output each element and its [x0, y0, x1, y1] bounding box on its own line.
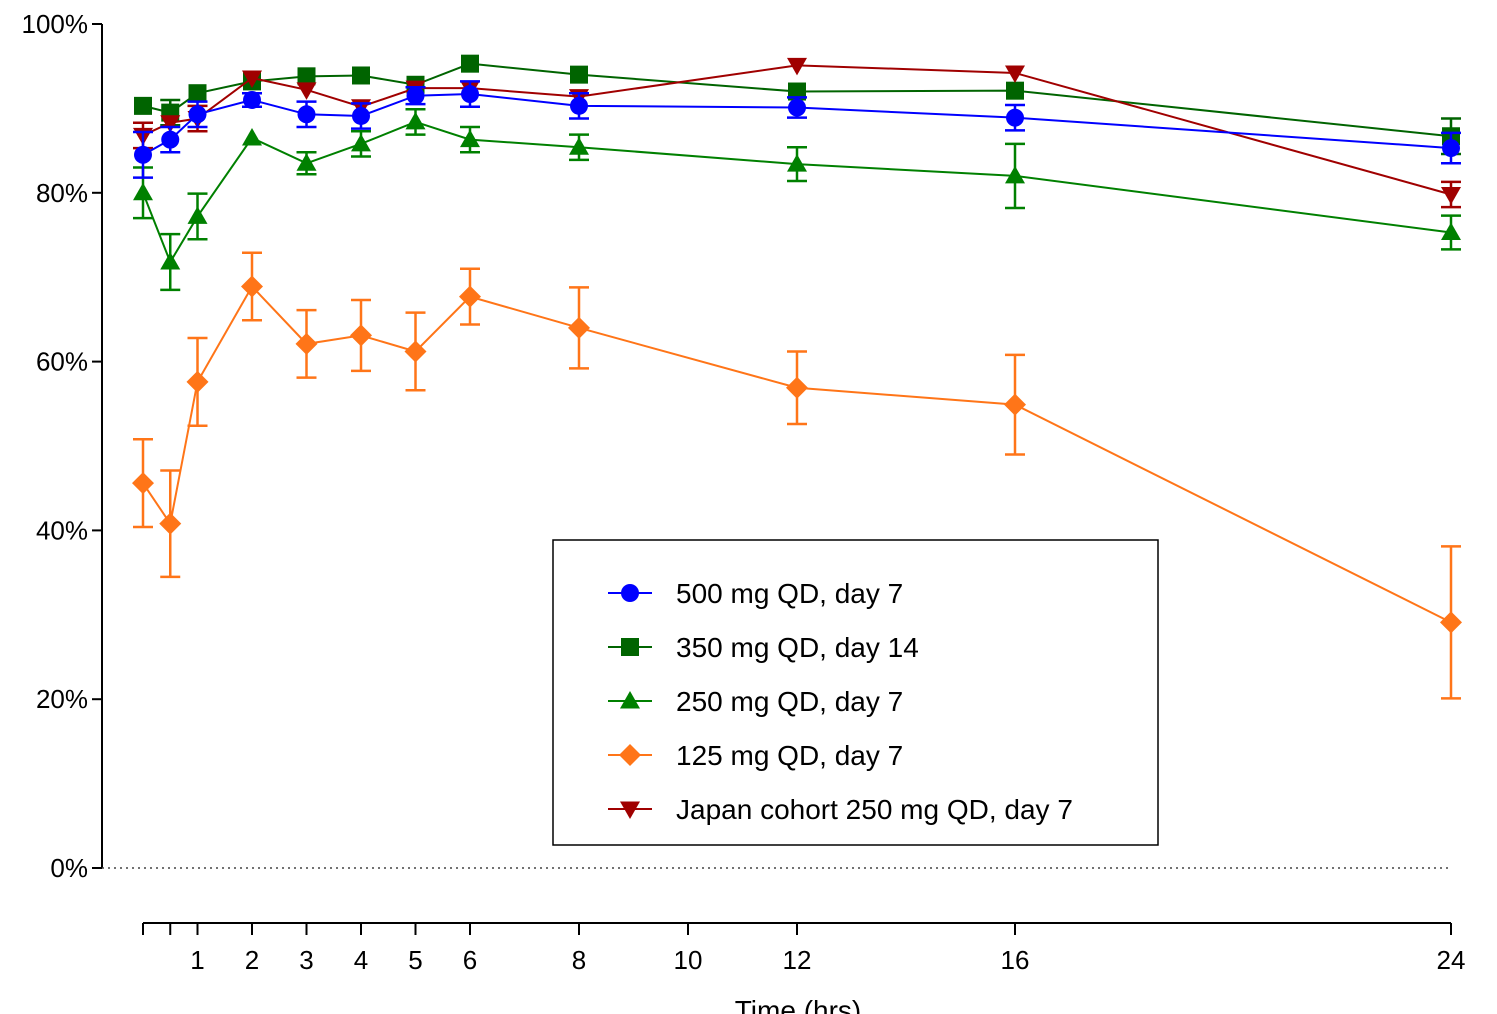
legend-item: 250 mg QD, day 7	[608, 686, 903, 717]
data-point	[786, 376, 808, 399]
x-tick-label: 2	[245, 945, 259, 975]
y-axis: 0% 20% 40% 60% 80% 100%	[22, 9, 103, 883]
legend: 500 mg QD, day 7 350 mg QD, day 14 250 mg …	[552, 539, 1159, 846]
legend-label: 500 mg QD, day 7	[676, 578, 903, 609]
data-point	[134, 145, 152, 164]
data-point	[1006, 81, 1024, 100]
y-tick-label: 40%	[36, 515, 88, 545]
data-point	[351, 133, 371, 152]
series-layer	[132, 54, 1462, 700]
x-tick-label: 16	[1001, 945, 1030, 975]
x-tick-label: 4	[354, 945, 368, 975]
data-point	[296, 82, 317, 100]
legend-item: 350 mg QD, day 14	[608, 632, 919, 663]
series-500-mg-qd-day-7	[133, 80, 1461, 179]
legend-label: 125 mg QD, day 7	[676, 740, 903, 771]
y-tick-label: 80%	[36, 178, 88, 208]
x-axis-title: Time (hrs)	[735, 995, 862, 1014]
x-tick-label: 3	[299, 945, 313, 975]
data-point	[160, 115, 181, 133]
legend-box	[552, 539, 1159, 846]
x-tick-label: 10	[674, 945, 703, 975]
x-tick-label: 8	[572, 945, 586, 975]
data-point	[161, 130, 180, 149]
legend-item: 125 mg QD, day 7	[608, 740, 903, 771]
data-point	[188, 84, 207, 103]
legend-item: Japan cohort 250 mg QD, day 7	[608, 794, 1073, 825]
legend-label: 350 mg QD, day 14	[676, 632, 919, 663]
data-point	[788, 82, 806, 101]
data-point	[788, 98, 806, 117]
data-point	[242, 127, 262, 146]
data-point	[1005, 65, 1025, 83]
data-point	[188, 105, 207, 124]
data-point	[242, 70, 262, 89]
data-point	[1006, 108, 1024, 127]
data-point	[1441, 222, 1461, 240]
legend-item: 500 mg QD, day 7	[608, 578, 903, 609]
y-tick-label: 100%	[22, 9, 89, 39]
series-line	[142, 284, 1452, 624]
legend-marker	[621, 638, 639, 656]
data-point	[134, 96, 152, 115]
series-125-mg-qd-day-7	[132, 251, 1462, 700]
data-point	[1441, 186, 1461, 205]
data-point	[241, 275, 263, 298]
series-line	[142, 120, 1452, 265]
data-point	[296, 153, 317, 171]
data-point	[406, 86, 425, 105]
data-point	[297, 105, 316, 124]
data-point	[159, 512, 182, 535]
data-point	[459, 285, 481, 308]
data-point	[570, 65, 588, 84]
data-point	[1442, 139, 1460, 158]
legend-marker	[620, 691, 640, 709]
legend-label: 250 mg QD, day 7	[676, 686, 903, 717]
data-point	[787, 154, 807, 172]
legend-marker	[620, 801, 640, 819]
data-point	[1005, 165, 1025, 184]
data-point	[132, 472, 154, 495]
x-axis: 1 2 3 4 5 6 8 10 12 16 24	[142, 922, 1466, 975]
x-tick-label: 24	[1437, 945, 1466, 975]
data-point	[297, 67, 316, 86]
data-point	[187, 206, 208, 224]
data-point	[1004, 393, 1026, 416]
data-point	[350, 324, 372, 347]
data-point	[243, 90, 261, 109]
legend-marker	[621, 584, 639, 602]
data-point	[1440, 611, 1462, 634]
legend-marker	[619, 744, 641, 766]
data-point	[460, 129, 480, 148]
y-tick-label: 20%	[36, 684, 88, 714]
data-point	[160, 252, 181, 270]
y-tick-label: 0%	[50, 853, 88, 883]
data-point	[461, 85, 479, 104]
legend-label: Japan cohort 250 mg QD, day 7	[676, 794, 1073, 825]
x-tick-label: 1	[190, 945, 204, 975]
data-point	[133, 182, 153, 201]
series-250-mg-qd-day-7	[133, 107, 1461, 292]
data-point	[787, 57, 807, 76]
data-point	[461, 54, 479, 73]
x-tick-label: 6	[463, 945, 477, 975]
x-tick-label: 12	[783, 945, 812, 975]
series-japan-cohort-250-mg-qd-day-7	[133, 57, 1461, 209]
data-point	[295, 332, 318, 355]
data-point	[352, 66, 370, 85]
data-point	[404, 340, 427, 363]
data-point	[186, 370, 209, 393]
y-tick-label: 60%	[36, 347, 88, 377]
data-point	[568, 316, 590, 339]
data-point	[569, 137, 589, 155]
data-point	[570, 96, 588, 115]
x-tick-label: 5	[408, 945, 422, 975]
data-point	[352, 106, 370, 125]
data-point	[405, 111, 426, 130]
